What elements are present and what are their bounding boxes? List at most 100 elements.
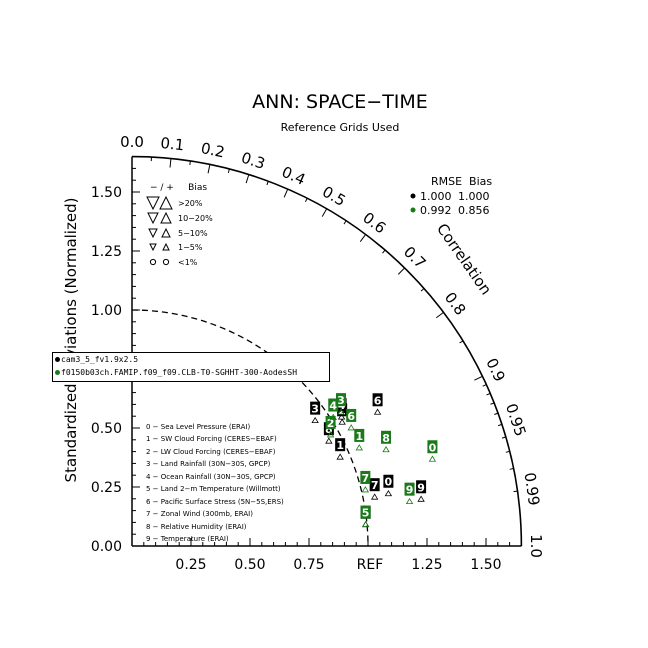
data-point-label: 2 <box>327 417 335 430</box>
correlation-tick-label: 0.3 <box>239 149 267 173</box>
triangle-down-icon <box>148 228 158 239</box>
data-point-box <box>325 415 336 429</box>
correlation-tick <box>189 160 191 166</box>
bias-legend-symbols <box>146 195 173 266</box>
x-tick-label: 0.25 <box>175 557 206 573</box>
data-point-box <box>360 505 371 519</box>
bias-legend-row: >20% <box>178 199 203 208</box>
data-point-label: 1 <box>355 430 363 443</box>
correlation-tick <box>283 188 289 198</box>
data-point-bias-marker <box>311 416 319 424</box>
data-point-bias-marker <box>337 413 346 420</box>
correlation-tick <box>227 168 230 173</box>
y-tick-label: 1.00 <box>91 303 122 319</box>
correlation-tick <box>513 490 518 493</box>
data-point-bias-marker <box>336 453 344 460</box>
triangle-up-icon <box>159 195 173 210</box>
data-point-label: 8 <box>325 423 333 436</box>
variable-item: 8 − Relative Humidity (ERAI) <box>146 523 247 531</box>
chart-title: ANN: SPACE−TIME <box>252 91 428 113</box>
rmse-value: 1.000 <box>420 190 452 203</box>
rmse-bias-header: RMSE Bias <box>431 175 492 188</box>
correlation-tick <box>482 384 487 387</box>
chart-subtitle: Reference Grids Used <box>281 121 400 134</box>
y-axis-label: Standardized Deviations (Normalized) <box>62 198 80 483</box>
bias-value: 1.000 <box>458 190 490 203</box>
y-tick-label: 1.25 <box>91 244 122 260</box>
correlation-tick <box>420 288 425 292</box>
legend-dot-icon <box>55 370 60 375</box>
correlation-tick <box>304 198 308 203</box>
data-point-box <box>346 408 357 422</box>
correlation-tick <box>359 234 367 242</box>
correlation-tick <box>397 267 405 275</box>
data-point-bias-marker <box>355 444 363 451</box>
triangle-up-icon <box>162 242 170 251</box>
correlation-tick-label: 0.2 <box>199 139 226 161</box>
triangle-down-icon <box>149 243 157 252</box>
correlation-tick-label: 0.0 <box>120 133 144 151</box>
data-point-label: 8 <box>382 432 390 445</box>
data-point-label: 9 <box>406 484 414 497</box>
correlation-tick <box>343 220 347 225</box>
outer-arc <box>131 155 523 547</box>
legend-dot-icon <box>55 357 60 362</box>
data-point-box <box>427 440 438 454</box>
correlation-tick-label: 0.4 <box>279 163 308 189</box>
correlation-tick-label: 0.1 <box>160 134 186 154</box>
ref-label: REF <box>357 557 384 573</box>
rmse-row-dot <box>410 207 416 213</box>
triangle-up-icon <box>161 227 171 238</box>
data-point-bias-marker <box>337 408 345 415</box>
data-point-bias-marker <box>361 520 370 528</box>
variable-list: 0 − Sea Level Pressure (ERAI) 1 − SW Clo… <box>146 423 284 543</box>
triangle-down-icon <box>147 212 159 225</box>
variable-item: 5 − Land 2−m Temperature (Willmott) <box>146 485 281 493</box>
data-point-label: 7 <box>371 479 379 492</box>
data-point-bias-marker <box>384 489 393 497</box>
data-point-bias-marker <box>326 431 335 438</box>
series-legend: cam3_5_fv1.9x2.5 f0150b03ch.FAMIP.f09_f0… <box>52 352 330 382</box>
data-point-label: 5 <box>362 507 370 520</box>
data-point-label: 3 <box>311 403 319 416</box>
correlation-tick <box>207 164 211 174</box>
x-tick-label: 0.75 <box>293 557 324 573</box>
data-point-bias-marker <box>370 493 379 500</box>
data-point-bias-marker <box>417 495 425 502</box>
data-point-box <box>416 480 427 494</box>
data-point-box <box>336 393 347 407</box>
data-points: 01234567890123456789 <box>310 393 438 528</box>
y-tick-label: 1.50 <box>91 185 122 201</box>
correlation-tick-label: 1.0 <box>527 534 545 558</box>
triangle-down-icon <box>146 196 160 211</box>
correlation-tick <box>486 392 491 396</box>
data-point-box <box>404 482 415 496</box>
data-point-bias-marker <box>329 413 337 420</box>
bias-legend-row: 5−10% <box>178 229 208 238</box>
data-point-bias-marker <box>347 424 355 431</box>
correlation-tick-label: 0.9 <box>482 355 509 384</box>
data-point-label: 6 <box>374 394 382 407</box>
correlation-tick <box>505 450 510 453</box>
data-point-label: 0 <box>385 476 393 489</box>
correlation-label: Correlation <box>433 220 495 298</box>
y-tick-label: 0.00 <box>91 539 122 555</box>
correlation-tick <box>490 402 495 405</box>
data-point-box <box>372 393 383 407</box>
circle-icon <box>162 258 170 266</box>
data-point-box <box>310 401 321 415</box>
correlation-tick-label: 0.95 <box>502 401 530 438</box>
data-point-bias-marker <box>428 455 437 462</box>
data-point-box <box>369 478 380 492</box>
data-point-bias-marker <box>382 446 390 453</box>
circle-icon <box>149 258 157 266</box>
x-tick-label: 0.50 <box>234 557 265 573</box>
x-tick-label: 1.25 <box>411 557 442 573</box>
data-point-box <box>354 428 365 442</box>
data-point-box <box>381 430 392 444</box>
data-point-bias-marker <box>338 418 346 425</box>
data-point-label: 0 <box>429 441 437 454</box>
bias-legend-row: <1% <box>178 258 198 267</box>
bias-value: 0.856 <box>458 204 490 217</box>
